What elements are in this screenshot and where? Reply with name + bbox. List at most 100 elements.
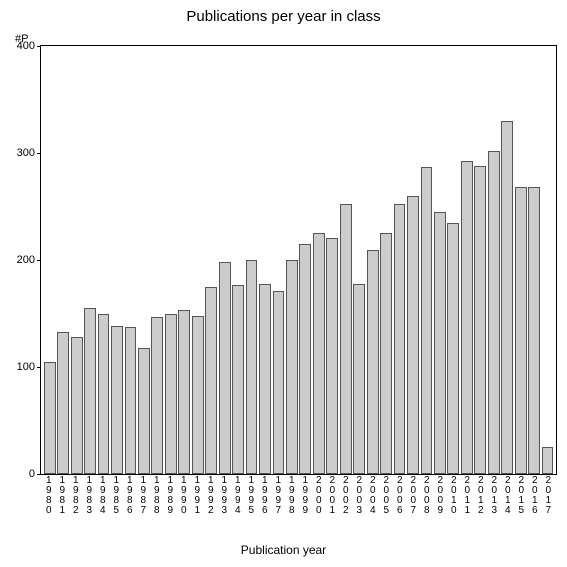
bar-slot [379,46,392,474]
x-ticks-group: 198019811982 1983 1984 19851986198719881989… [40,476,557,516]
bar [57,332,69,474]
bar [219,262,231,474]
bar-slot [83,46,96,474]
x-tick-slot: 1985 [110,476,124,516]
x-tick-slot: 2008 [420,476,434,516]
bar-slot [245,46,258,474]
x-tick-label: 2000 [314,476,323,516]
x-tick-label: 2017 [544,476,553,516]
bar [205,287,217,474]
bar [299,244,311,474]
bar-slot [272,46,285,474]
bar-slot [97,46,110,474]
bar [380,233,392,474]
x-tick-label: 1990 [179,476,188,516]
x-tick-label: 2003 [355,476,364,516]
bar-slot [541,46,554,474]
x-tick-label: 2016 [530,476,539,516]
bar [232,285,244,474]
x-tick-slot: 1995 [245,476,259,516]
x-tick-label: 1980 [44,476,53,516]
bar-slot [487,46,500,474]
bar [165,314,177,475]
bar [407,196,419,474]
x-tick-label: 2010 [449,476,458,516]
bar [447,223,459,474]
x-tick-label: 1991 [193,476,202,516]
bar-slot [339,46,352,474]
x-tick-label: 1996 [260,476,269,516]
bar-slot [137,46,150,474]
bar [84,308,96,474]
bar [125,327,137,474]
bar-slot [366,46,379,474]
bar-slot [110,46,123,474]
bar [151,317,163,474]
x-tick-label: 1994 [233,476,242,516]
bar [434,212,446,474]
x-tick-label: 1982 [71,476,80,516]
bar [192,316,204,474]
x-tick-slot: 1999 [299,476,313,516]
x-tick-slot: 2006 [393,476,407,516]
bar [98,314,110,475]
bar-slot [218,46,231,474]
bar [71,337,83,474]
x-tick-slot: 1981 [56,476,70,516]
bar-slot [352,46,365,474]
x-tick-label: 1983 [85,476,94,516]
x-axis-title: Publication year [0,543,567,557]
x-tick-slot: 2010 [447,476,461,516]
bar-slot [474,46,487,474]
bar-slot [258,46,271,474]
bar-slot [420,46,433,474]
bars-group [41,46,556,474]
bar [461,161,473,475]
bar [367,250,379,474]
x-tick-label: 2007 [409,476,418,516]
x-tick-label: 1999 [301,476,310,516]
x-tick-slot: 1986 [123,476,137,516]
bar [353,284,365,474]
bar [259,284,271,474]
x-tick-label: 1989 [166,476,175,516]
bar [421,167,433,474]
y-tick-label: 0 [5,468,41,480]
x-tick-slot: 1996 [258,476,272,516]
bar [394,204,406,474]
x-tick-label: 2002 [341,476,350,516]
bar [528,187,540,474]
bar [313,233,325,474]
x-tick-label: 2004 [368,476,377,516]
x-tick-slot: 2002 [339,476,353,516]
bar-slot [285,46,298,474]
x-tick-slot: 2015 [515,476,529,516]
x-tick-slot: 2005 [380,476,394,516]
x-tick-slot: 2017 [542,476,556,516]
x-tick-slot: 1987 [137,476,151,516]
x-tick-label: 2009 [436,476,445,516]
bar-slot [514,46,527,474]
plot-area: 0100200300400 [40,45,557,475]
x-tick-label: 1984 [98,476,107,516]
publications-bar-chart: Publications per year in class #P 010020… [0,0,567,567]
x-tick-label: 1987 [139,476,148,516]
x-tick-label: 2001 [328,476,337,516]
x-tick-label: 1997 [274,476,283,516]
bar [111,326,123,474]
x-tick-label: 2014 [503,476,512,516]
bar-slot [299,46,312,474]
x-tick-slot: 1988 [150,476,164,516]
x-tick-label: 2012 [476,476,485,516]
bar-slot [164,46,177,474]
bar-slot [191,46,204,474]
x-tick-slot: 2014 [501,476,515,516]
bar-slot [527,46,540,474]
x-tick-slot: 2004 [366,476,380,516]
x-tick-slot: 1992 [204,476,218,516]
x-tick-slot: 1997 [272,476,286,516]
bar-slot [231,46,244,474]
bar-slot [204,46,217,474]
x-tick-label: 1985 [112,476,121,516]
x-tick-slot: 2007 [407,476,421,516]
